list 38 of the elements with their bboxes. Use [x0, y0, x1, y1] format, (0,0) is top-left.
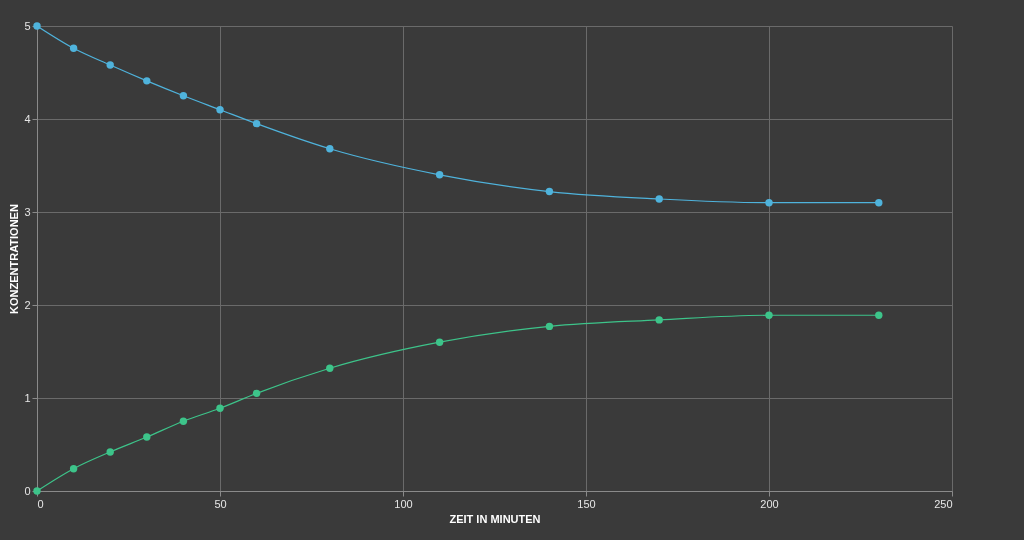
point — [875, 199, 883, 207]
y-tick-label: 1 — [24, 391, 31, 404]
point — [252, 119, 261, 128]
point — [545, 322, 554, 331]
x-tick-label: 100 — [394, 497, 413, 510]
point — [875, 311, 883, 319]
x-axis-title: ZEIT IN MINUTEN — [449, 512, 541, 525]
x-tick-label: 150 — [577, 497, 596, 510]
y-tick-label: 0 — [24, 484, 31, 497]
point — [179, 417, 188, 425]
point — [143, 77, 151, 85]
x-tick-label: 50 — [214, 497, 227, 510]
point — [435, 338, 444, 346]
x-tick-label: 200 — [760, 497, 779, 510]
y-tick-label: 4 — [24, 112, 31, 125]
y-tick-label: 2 — [24, 298, 31, 311]
point — [69, 44, 78, 53]
point — [326, 364, 334, 372]
point — [765, 311, 773, 319]
y-axis-title: KONZENTRATIONEN — [8, 204, 21, 314]
x-tick-label: 250 — [934, 497, 953, 510]
point — [545, 187, 554, 196]
point — [216, 106, 224, 114]
point — [69, 464, 78, 473]
x-tick-label: 0 — [37, 497, 44, 510]
point — [252, 389, 261, 398]
y-tick-label: 5 — [24, 19, 31, 32]
point — [216, 404, 224, 412]
point — [106, 448, 114, 456]
point — [435, 171, 444, 179]
point — [326, 145, 334, 153]
point — [179, 92, 188, 100]
point — [655, 195, 663, 203]
point — [143, 433, 151, 441]
point — [106, 61, 114, 69]
point — [765, 199, 773, 207]
point — [655, 316, 663, 324]
y-tick-label: 3 — [24, 205, 31, 218]
